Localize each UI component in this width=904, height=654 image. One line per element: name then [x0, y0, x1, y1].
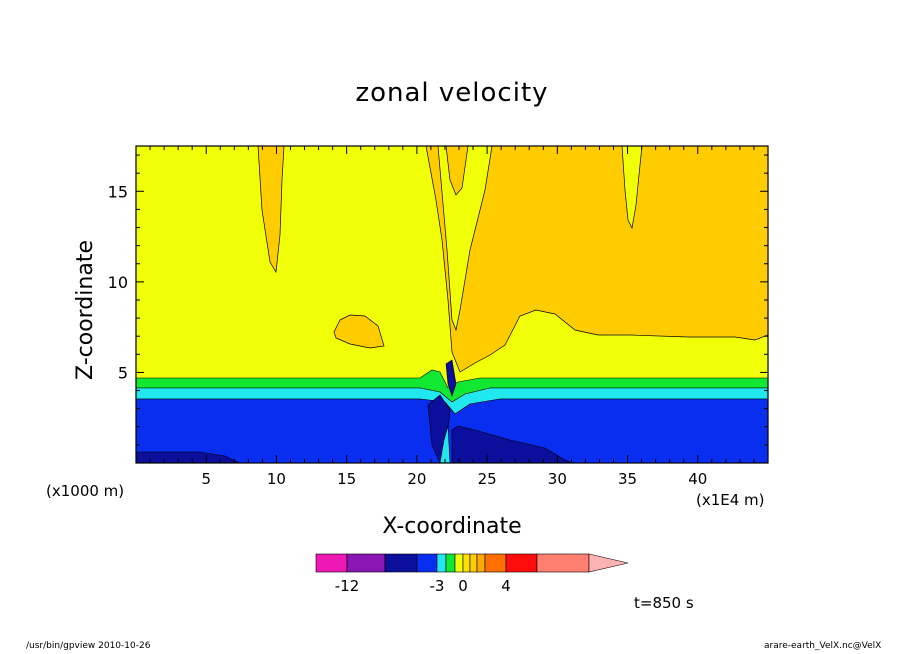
colorbar-segment [536, 553, 590, 573]
x-axis-unit: (x1000 m) [46, 482, 125, 500]
x-tick-label: 40 [688, 470, 707, 488]
upper-orange-core [445, 146, 469, 196]
y-ticks: 5 10 15 [108, 154, 768, 446]
y-tick-label: 15 [108, 182, 128, 201]
colorbar-tick-label: -12 [335, 577, 360, 595]
colorbar-segment [462, 553, 471, 573]
x-tick-label: 20 [407, 470, 426, 488]
eastern-orange-fill [425, 146, 768, 373]
y-tick-label: 5 [118, 363, 128, 382]
x-tick-label: 10 [267, 470, 286, 488]
footer-file-variable: arare-earth_VelX.nc@VelX [764, 641, 882, 651]
y-tick-label: 10 [108, 273, 128, 292]
time-annotation: t=850 s [634, 594, 694, 612]
colorbar-segment [436, 553, 447, 573]
colorbar-segment [384, 553, 418, 573]
y-axis-label: Z-coordinate [73, 240, 98, 380]
central-jet-yellow [437, 146, 493, 332]
x-tick-label: 30 [548, 470, 567, 488]
footer-program-date: /usr/bin/gpview 2010-10-26 [26, 641, 151, 651]
colorbar-tick-label: -3 [430, 577, 445, 595]
colorbar: -12 -3 0 4 [315, 553, 629, 595]
colorbar-segment [416, 553, 438, 573]
x-tick-label: 5 [201, 470, 211, 488]
colorbar-segment [315, 553, 348, 573]
x-axis-scale: (x1E4 m) [696, 491, 765, 509]
colorbar-extension [588, 553, 629, 573]
colorbar-segment [476, 553, 486, 573]
mid-orange-blob [333, 314, 385, 349]
colorbar-segment [484, 553, 507, 573]
x-ticks: 5 10 15 20 25 30 35 40 [149, 146, 755, 488]
colorbar-segment [454, 553, 464, 573]
x-axis-label: X-coordinate [382, 514, 522, 539]
deep-blue-plume [451, 425, 573, 463]
colorbar-tick-label: 0 [458, 577, 468, 595]
colorbar-tick-label: 4 [501, 577, 511, 595]
x-tick-label: 25 [478, 470, 497, 488]
x-tick-label: 15 [337, 470, 356, 488]
colorbar-segment [445, 553, 456, 573]
colorbar-segment [469, 553, 478, 573]
contour-fill [136, 146, 768, 463]
chart-title: zonal velocity [355, 78, 549, 108]
colorbar-segment [505, 553, 538, 573]
deep-blue-west [136, 451, 241, 463]
colorbar-segment [346, 553, 386, 573]
plot-frame [135, 145, 769, 464]
west-upper-orange [257, 146, 285, 274]
x-tick-label: 35 [618, 470, 637, 488]
mountain-spike [445, 359, 457, 397]
cyan-wedge [439, 425, 451, 463]
